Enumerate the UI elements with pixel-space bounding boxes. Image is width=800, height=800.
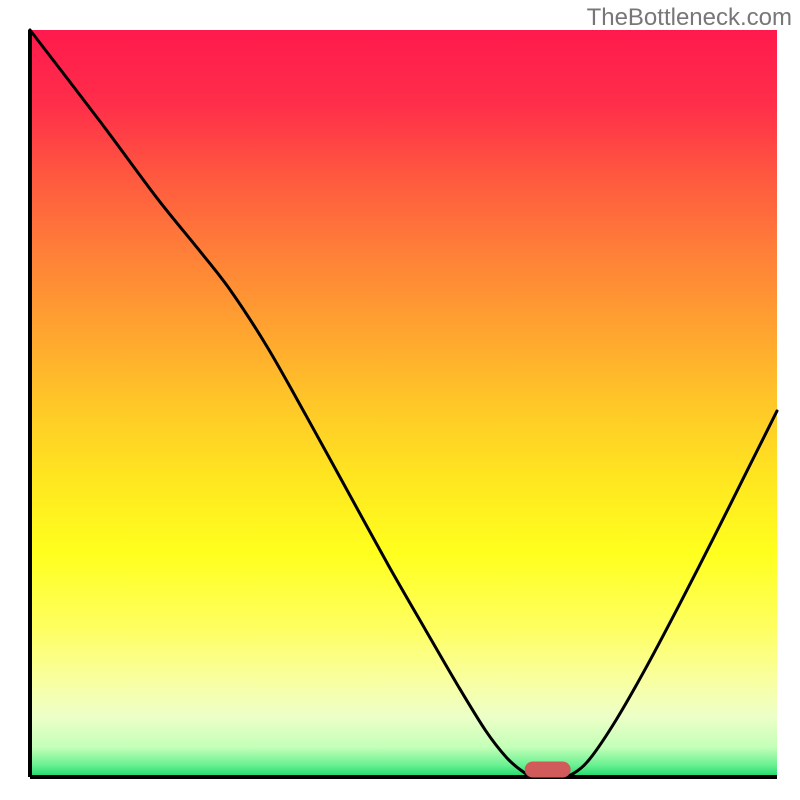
bottleneck-chart [0, 0, 800, 800]
watermark-text: TheBottleneck.com [587, 4, 792, 32]
chart-container: TheBottleneck.com [0, 0, 800, 800]
plot-background [30, 30, 777, 777]
trough-marker [525, 762, 571, 778]
